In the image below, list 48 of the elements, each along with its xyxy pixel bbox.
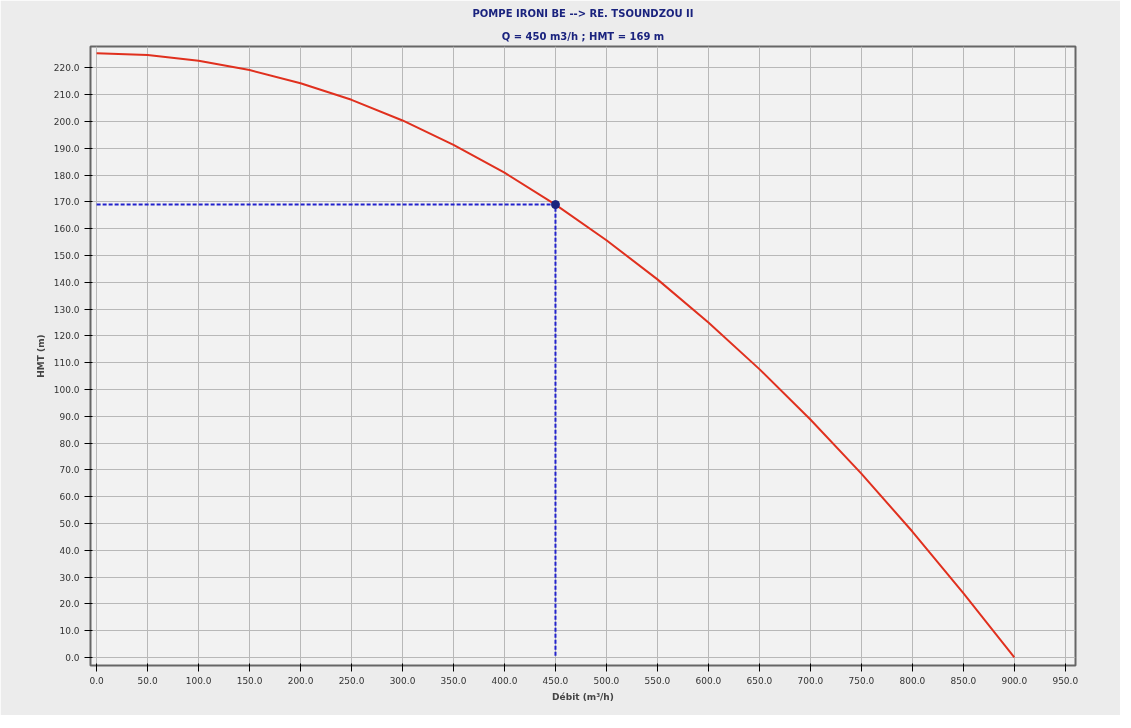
x-tick-label: 900.0 <box>1001 675 1028 686</box>
y-tick-label: 70.0 <box>59 465 80 476</box>
x-tick-label: 500.0 <box>593 675 620 686</box>
x-tick-label: 350.0 <box>440 675 467 686</box>
x-tick-label: 150.0 <box>236 675 263 686</box>
y-tick-label: 210.0 <box>53 90 80 101</box>
y-tick-label: 90.0 <box>59 411 80 422</box>
x-tick-label: 850.0 <box>950 675 977 686</box>
x-tick-label: 550.0 <box>644 675 671 686</box>
y-tick-label: 120.0 <box>53 331 80 342</box>
y-tick-label: 110.0 <box>53 358 80 369</box>
y-tick-label: 200.0 <box>53 117 80 128</box>
y-tick-label: 150.0 <box>53 251 80 262</box>
x-tick-label: 100.0 <box>185 675 212 686</box>
x-tick-label: 250.0 <box>338 675 365 686</box>
x-tick-label: 200.0 <box>287 675 314 686</box>
y-tick-label: 100.0 <box>53 385 80 395</box>
y-tick-label: 160.0 <box>53 224 80 235</box>
y-tick-label: 170.0 <box>53 197 80 208</box>
y-axis-title: HMT (m) <box>35 334 46 378</box>
chart-subtitle: Q = 450 m3/h ; HMT = 169 m <box>501 30 665 42</box>
x-tick-label: 950.0 <box>1052 675 1079 686</box>
x-tick-label: 700.0 <box>797 675 824 686</box>
x-tick-label: 800.0 <box>899 675 926 686</box>
y-tick-label: 10.0 <box>59 626 80 637</box>
y-tick-label: 20.0 <box>59 599 80 610</box>
x-tick-label: 300.0 <box>389 675 416 686</box>
y-tick-label: 0.0 <box>65 652 80 663</box>
x-tick-label: 0.0 <box>89 675 105 686</box>
y-tick-label: 140.0 <box>53 277 80 288</box>
x-tick-label: 650.0 <box>746 675 773 686</box>
y-tick-label: 130.0 <box>53 304 80 315</box>
chart-title: POMPE IRONI BE --> RE. TSOUNDZOU II <box>472 7 694 19</box>
y-tick-label: 80.0 <box>59 438 80 449</box>
y-tick-label: 40.0 <box>59 545 80 556</box>
x-tick-label: 450.0 <box>542 675 569 686</box>
y-tick-label: 50.0 <box>59 518 80 529</box>
x-tick-label: 50.0 <box>137 675 158 686</box>
y-tick-label: 30.0 <box>59 572 80 583</box>
y-tick-label: 190.0 <box>53 143 80 154</box>
y-tick-label: 180.0 <box>53 170 80 181</box>
x-tick-label: 400.0 <box>491 675 518 686</box>
line-series <box>95 52 1016 659</box>
y-tick-label: 60.0 <box>59 492 80 503</box>
y-tick-label: 220.0 <box>53 63 80 74</box>
x-tick-label: 750.0 <box>848 675 875 686</box>
x-tick-label: 600.0 <box>695 675 722 686</box>
x-axis-title: Débit (m³/h) <box>552 691 614 702</box>
